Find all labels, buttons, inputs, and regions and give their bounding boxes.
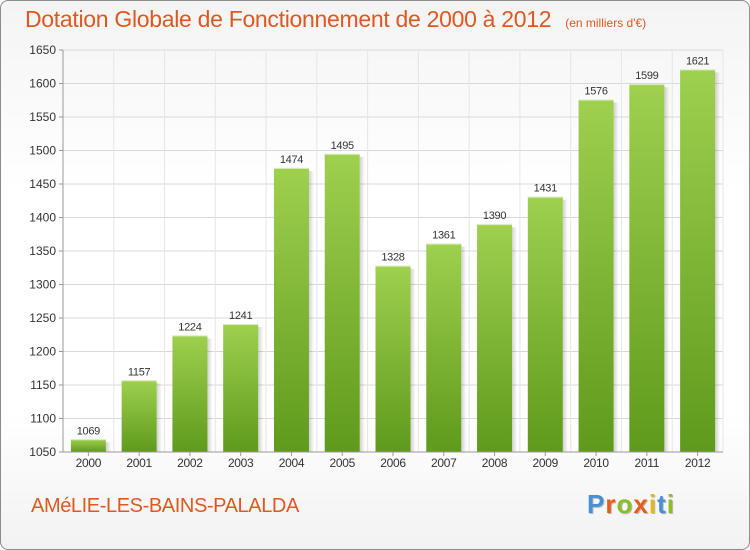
proxiti-logo[interactable]: Proxiti [587,489,675,520]
bar-2003 [223,324,259,452]
bar-highlight [477,224,513,226]
bar-2000 [70,439,106,452]
bar-highlight [578,99,614,101]
logo-letter: i [648,489,658,519]
data-label: 1390 [483,210,506,222]
x-tick-label: 2002 [177,456,203,470]
logo-letter: P [587,489,606,519]
bar-shadow [105,442,111,452]
x-tick-label: 2004 [279,456,305,470]
x-tick-label: 2008 [482,456,508,470]
bar-shadow [664,87,670,453]
chart-unit-note: (en milliers d'€) [565,16,647,30]
chart-title-text: Dotation Globale de Fonctionnement de 20… [25,6,552,32]
data-label: 1328 [381,252,404,264]
data-label: 1495 [331,140,354,152]
bars-layer: 1069 1157 1224 1241 1474 1495 1328 1361 1390 1431… [70,55,721,453]
bar-2009 [527,196,563,452]
bar-shadow [207,338,213,452]
data-label: 1361 [432,230,455,242]
x-tick-label: 2006 [380,456,406,470]
bar-shadow [715,72,721,453]
data-label: 1576 [584,86,607,98]
bar-2004 [273,167,309,453]
x-tick-label: 2003 [228,456,254,470]
y-tick-label: 1150 [30,378,56,392]
bar-highlight [629,84,665,86]
bar-highlight [680,69,716,71]
data-label: 1069 [77,425,100,437]
x-tick-label: 2012 [685,456,711,470]
bar-shadow [512,227,518,452]
y-tick-label: 1650 [29,43,56,57]
y-tick-label: 1550 [29,110,56,124]
data-label: 1621 [686,55,709,67]
bar-shadow [156,383,162,452]
logo-letter: i [666,489,675,519]
bar-2005 [324,153,360,452]
y-tick-label: 1500 [29,144,56,158]
data-label: 1474 [280,154,303,166]
data-label: 1224 [178,321,201,333]
y-tick-label: 1100 [30,412,56,426]
y-tick-label: 1300 [29,278,56,292]
bar-shadow [461,246,467,452]
logo-letter: r [605,489,617,519]
data-label: 1157 [128,366,151,378]
x-tick-label: 2000 [76,456,102,470]
bar-2010 [578,99,614,452]
bar-2007 [426,243,462,452]
bar-2012 [680,69,716,453]
axis-layer: 1050 1100 1150 1200 1250 1300 1350 1400 1450 1500… [29,43,723,470]
bar-2011 [629,84,665,453]
bar-shadow [562,199,568,452]
bar-shadow [410,268,416,452]
x-tick-label: 2001 [126,456,152,470]
x-tick-label: 2007 [431,456,457,470]
logo-letter: t [657,489,667,519]
bar-highlight [172,335,208,337]
y-tick-label: 1200 [29,345,56,359]
commune-name: AMéLIE-LES-BAINS-PALALDA [31,495,299,517]
chart-title: Dotation Globale de Fonctionnement de 20… [25,6,646,33]
bar-2002 [172,335,208,452]
bar-shadow [308,170,314,453]
bar-highlight [375,265,411,267]
data-label: 1431 [534,183,557,195]
bar-highlight [426,243,462,245]
bar-shadow [359,156,365,452]
y-tick-label: 1050 [29,445,56,459]
bar-shadow [613,102,619,452]
y-tick-label: 1350 [29,244,56,258]
x-tick-label: 2009 [533,456,559,470]
data-label: 1599 [635,70,658,82]
bar-highlight [121,380,157,382]
x-tick-label: 2005 [329,456,355,470]
y-tick-label: 1600 [29,77,56,91]
data-label: 1241 [229,310,252,322]
bar-highlight [527,196,563,198]
y-tick-label: 1400 [29,211,56,225]
bar-chart: 1069 1157 1224 1241 1474 1495 1328 1361 1390 1431… [29,43,724,470]
bar-highlight [273,167,309,169]
logo-letter: x [633,489,649,519]
logo-letter: o [616,489,634,519]
x-tick-label: 2010 [583,456,609,470]
x-tick-label: 2011 [635,456,660,470]
bar-highlight [324,153,360,155]
bar-highlight [70,439,106,441]
y-tick-label: 1450 [29,177,56,191]
bar-shadow [258,327,264,452]
bar-2006 [375,265,411,452]
bar-2008 [477,224,513,452]
y-tick-label: 1250 [29,311,56,325]
bar-highlight [223,324,259,326]
bar-2001 [121,380,157,452]
